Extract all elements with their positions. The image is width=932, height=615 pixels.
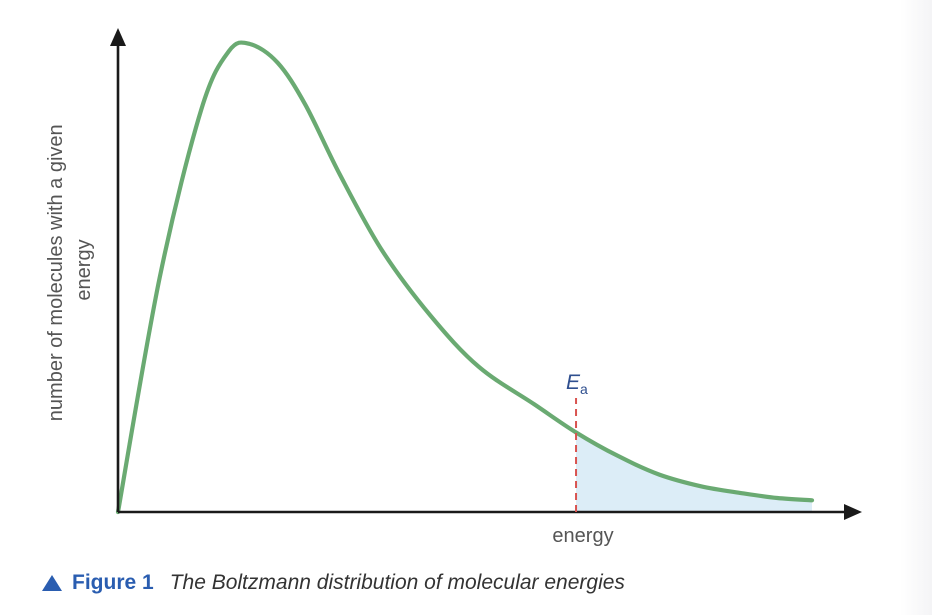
caption-text: The Boltzmann distribution of molecular … (169, 571, 625, 594)
figure-caption: Figure 1 The Boltzmann distribution of m… (42, 568, 625, 598)
x-axis-arrow-icon (844, 504, 862, 520)
y-axis-label: number of molecules with a given energy (45, 119, 95, 421)
triangle-icon (42, 575, 62, 591)
boltzmann-chart: Ea energy number of molecules with a giv… (45, 28, 862, 547)
figure-number: Figure 1 (72, 571, 154, 594)
activation-energy-shaded-area (576, 432, 812, 512)
page-edge (900, 0, 932, 615)
x-axis-label: energy (552, 525, 613, 547)
activation-energy-label: Ea (566, 371, 588, 397)
series-line (115, 40, 815, 515)
y-axis-arrow-icon (110, 28, 126, 46)
